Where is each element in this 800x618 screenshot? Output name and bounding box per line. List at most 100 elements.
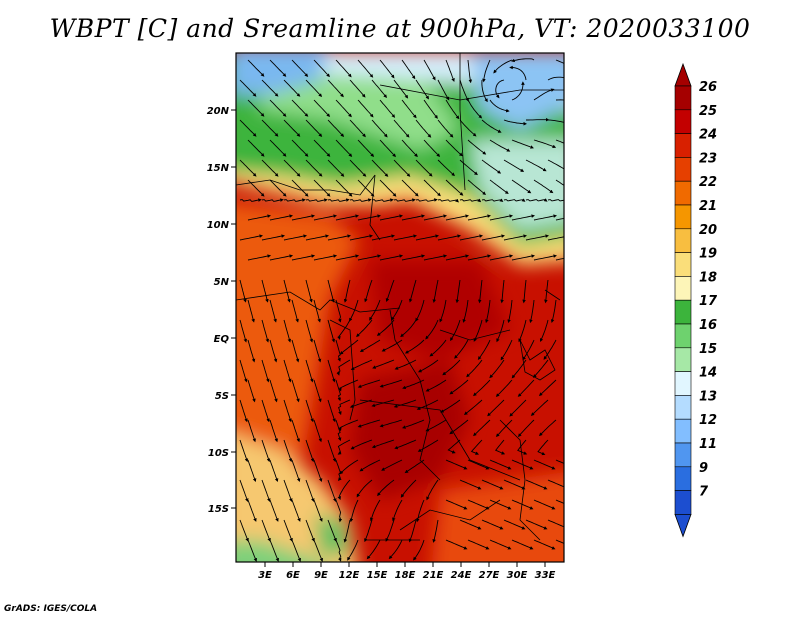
streamline — [338, 399, 351, 416]
streamline — [426, 479, 439, 501]
streamline — [459, 519, 482, 530]
streamline — [327, 319, 336, 343]
lat-tick-label: 5N — [214, 277, 230, 288]
streamline — [503, 198, 526, 202]
streamline — [269, 499, 279, 522]
streamline — [327, 198, 350, 202]
streamline — [327, 399, 336, 423]
streamline — [538, 419, 557, 437]
streamline — [247, 379, 256, 403]
lat-tick-label: 15N — [207, 163, 230, 174]
streamline — [415, 299, 425, 322]
streamline — [239, 399, 248, 423]
streamline — [349, 299, 359, 322]
streamline — [313, 254, 338, 261]
colorbar-segment — [674, 418, 692, 444]
streamline — [335, 339, 341, 362]
streamline — [359, 339, 381, 353]
streamline — [327, 439, 337, 463]
streamline — [247, 339, 256, 363]
streamline — [283, 79, 301, 97]
streamline — [305, 479, 315, 503]
streamline — [401, 99, 417, 119]
streamline — [423, 99, 438, 119]
streamline — [408, 279, 417, 303]
streamline — [313, 299, 321, 323]
streamline — [371, 79, 388, 99]
lat-tick-label: 15S — [208, 504, 229, 515]
streamline — [291, 299, 299, 323]
streamline — [525, 234, 550, 241]
streamline — [489, 139, 511, 152]
streamline — [283, 159, 301, 177]
streamline — [335, 254, 360, 261]
streamline — [533, 88, 555, 101]
streamline — [339, 339, 359, 355]
streamline — [547, 236, 564, 241]
colorbar-bottom-arrow — [674, 514, 692, 538]
streamline — [327, 159, 345, 177]
grads-credit: GrADS: IGES/COLA — [4, 604, 98, 614]
streamline — [357, 214, 382, 221]
streamline — [337, 319, 351, 340]
streamline — [495, 379, 513, 398]
streamline — [269, 339, 278, 363]
streamline — [555, 257, 564, 261]
streamline — [313, 339, 322, 363]
streamline — [239, 319, 248, 343]
streamline — [269, 459, 279, 483]
blue-northwest — [236, 53, 328, 95]
streamline — [489, 459, 512, 470]
streamline — [313, 139, 331, 157]
streamline — [400, 319, 417, 338]
streamline — [445, 179, 464, 196]
streamline — [489, 214, 514, 221]
streamline — [489, 539, 512, 550]
streamline — [335, 139, 353, 157]
colorbar-segment — [674, 109, 692, 134]
lat-tick-label: 10S — [208, 448, 229, 459]
colorbar-label: 23 — [699, 151, 717, 166]
streamline — [305, 439, 315, 463]
streamline — [364, 519, 373, 543]
streamline — [357, 99, 374, 118]
streamline — [555, 217, 564, 221]
streamline — [349, 234, 374, 241]
lon-tick-label: 6E — [286, 570, 300, 581]
colorbar-label: 25 — [699, 104, 717, 119]
streamline — [239, 119, 257, 137]
colorbar-label: 21 — [699, 199, 717, 214]
streamline — [467, 499, 490, 510]
streamline — [291, 339, 300, 363]
streamline — [335, 99, 352, 118]
streamline — [500, 339, 513, 361]
colorbar-label: 11 — [699, 437, 717, 452]
colorbar-label: 13 — [699, 389, 717, 404]
streamline — [379, 139, 396, 158]
streamline — [335, 499, 343, 523]
streamline — [481, 479, 504, 490]
streamline — [547, 76, 564, 81]
lon-tick-label: 24E — [451, 570, 472, 581]
colorbar-segment — [674, 395, 692, 420]
streamline — [359, 459, 381, 472]
streamline — [269, 419, 278, 443]
streamline — [305, 279, 313, 303]
streamline — [283, 399, 292, 423]
streamline — [511, 81, 525, 101]
streamline — [466, 359, 483, 378]
streamline — [425, 419, 447, 432]
streamline — [517, 439, 528, 455]
streamline — [269, 179, 287, 197]
streamline — [366, 539, 381, 560]
streamline — [291, 459, 301, 483]
streamline — [467, 254, 492, 261]
streamline — [423, 59, 436, 81]
streamline — [283, 319, 292, 343]
streamline — [327, 519, 337, 542]
streamline — [415, 79, 429, 100]
streamline — [283, 519, 293, 542]
streamline — [239, 479, 249, 503]
colorbar-segment — [674, 323, 692, 349]
streamline — [511, 179, 532, 194]
